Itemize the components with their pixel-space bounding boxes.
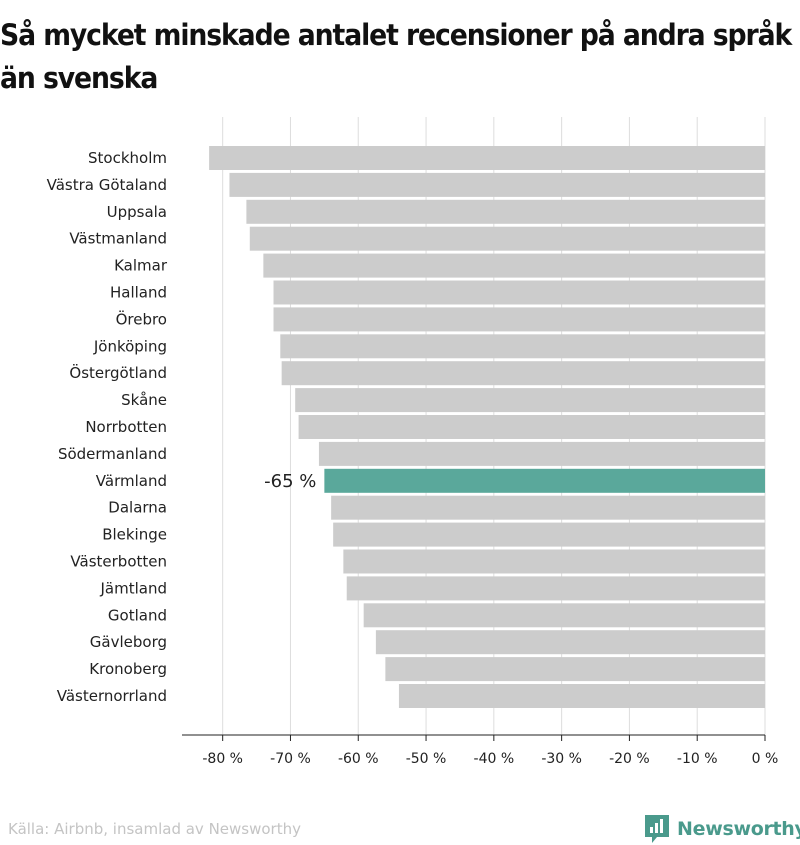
- x-tick-label: -70 %: [270, 751, 311, 767]
- category-label: Norrbotten: [85, 418, 167, 436]
- newsworthy-logo-icon: [645, 815, 669, 843]
- x-tick-label: -60 %: [338, 751, 379, 767]
- bar: [273, 307, 765, 332]
- category-labels: Stockholm Västra Götaland Uppsala Västmanla…: [47, 149, 168, 705]
- category-label: Jönköping: [93, 337, 167, 355]
- category-label: Blekinge: [102, 526, 167, 544]
- bar: [318, 441, 765, 466]
- bar: [324, 468, 765, 493]
- category-label: Västernorrland: [57, 687, 167, 705]
- category-label: Örebro: [116, 309, 167, 328]
- category-label: Västerbotten: [70, 553, 167, 571]
- bar: [295, 388, 765, 413]
- x-axis: -80 % -70 % -60 % -50 % -40 % -30 % -20 % -10 %…: [182, 734, 779, 767]
- x-tick-label: -80 %: [202, 751, 243, 767]
- bar: [273, 280, 765, 305]
- bar: [298, 415, 765, 439]
- x-tick-label: 0 %: [752, 751, 779, 767]
- brand-logo: Newsworthy: [644, 813, 800, 845]
- bar: [229, 172, 765, 197]
- bar: [281, 361, 765, 386]
- category-label: Halland: [110, 284, 167, 302]
- category-label: Värmland: [96, 472, 167, 490]
- bar: [398, 684, 765, 708]
- brand-name: Newsworthy: [677, 818, 800, 840]
- category-label: Skåne: [121, 391, 167, 409]
- category-label: Jämtland: [100, 579, 168, 597]
- bar: [343, 549, 765, 574]
- bar: [246, 199, 765, 224]
- category-label: Stockholm: [88, 149, 167, 167]
- x-tick-label: -40 %: [474, 751, 515, 767]
- bar: [331, 495, 765, 520]
- bar: [280, 334, 765, 359]
- highlight-value-label: -65 %: [264, 471, 316, 492]
- chart-title: Så mycket minskade antalet recensioner p…: [0, 18, 792, 95]
- bar: [249, 226, 765, 251]
- x-tick-label: -30 %: [541, 751, 582, 767]
- category-label: Dalarna: [108, 499, 167, 517]
- category-label: Uppsala: [107, 203, 167, 221]
- bar: [263, 253, 765, 278]
- category-label: Kronoberg: [89, 660, 167, 678]
- bar: [385, 657, 765, 682]
- bar: [375, 630, 765, 655]
- category-label: Kalmar: [114, 257, 168, 275]
- bar: [346, 576, 765, 601]
- category-label: Södermanland: [58, 445, 167, 463]
- x-tick-label: -20 %: [609, 751, 650, 767]
- category-label: Västmanland: [69, 230, 167, 248]
- category-label: Gävleborg: [90, 633, 167, 651]
- bars: [209, 146, 765, 708]
- bar: [209, 146, 765, 170]
- x-tick-label: -10 %: [677, 751, 718, 767]
- category-label: Västra Götaland: [47, 176, 167, 194]
- x-tick-label: -50 %: [406, 751, 447, 767]
- category-label: Gotland: [108, 606, 167, 624]
- annotations: -65 %: [264, 471, 316, 492]
- bar: [333, 522, 765, 547]
- source-note: Källa: Airbnb, insamlad av Newsworthy: [8, 820, 301, 838]
- bar: [363, 603, 765, 628]
- category-label: Östergötland: [69, 363, 167, 382]
